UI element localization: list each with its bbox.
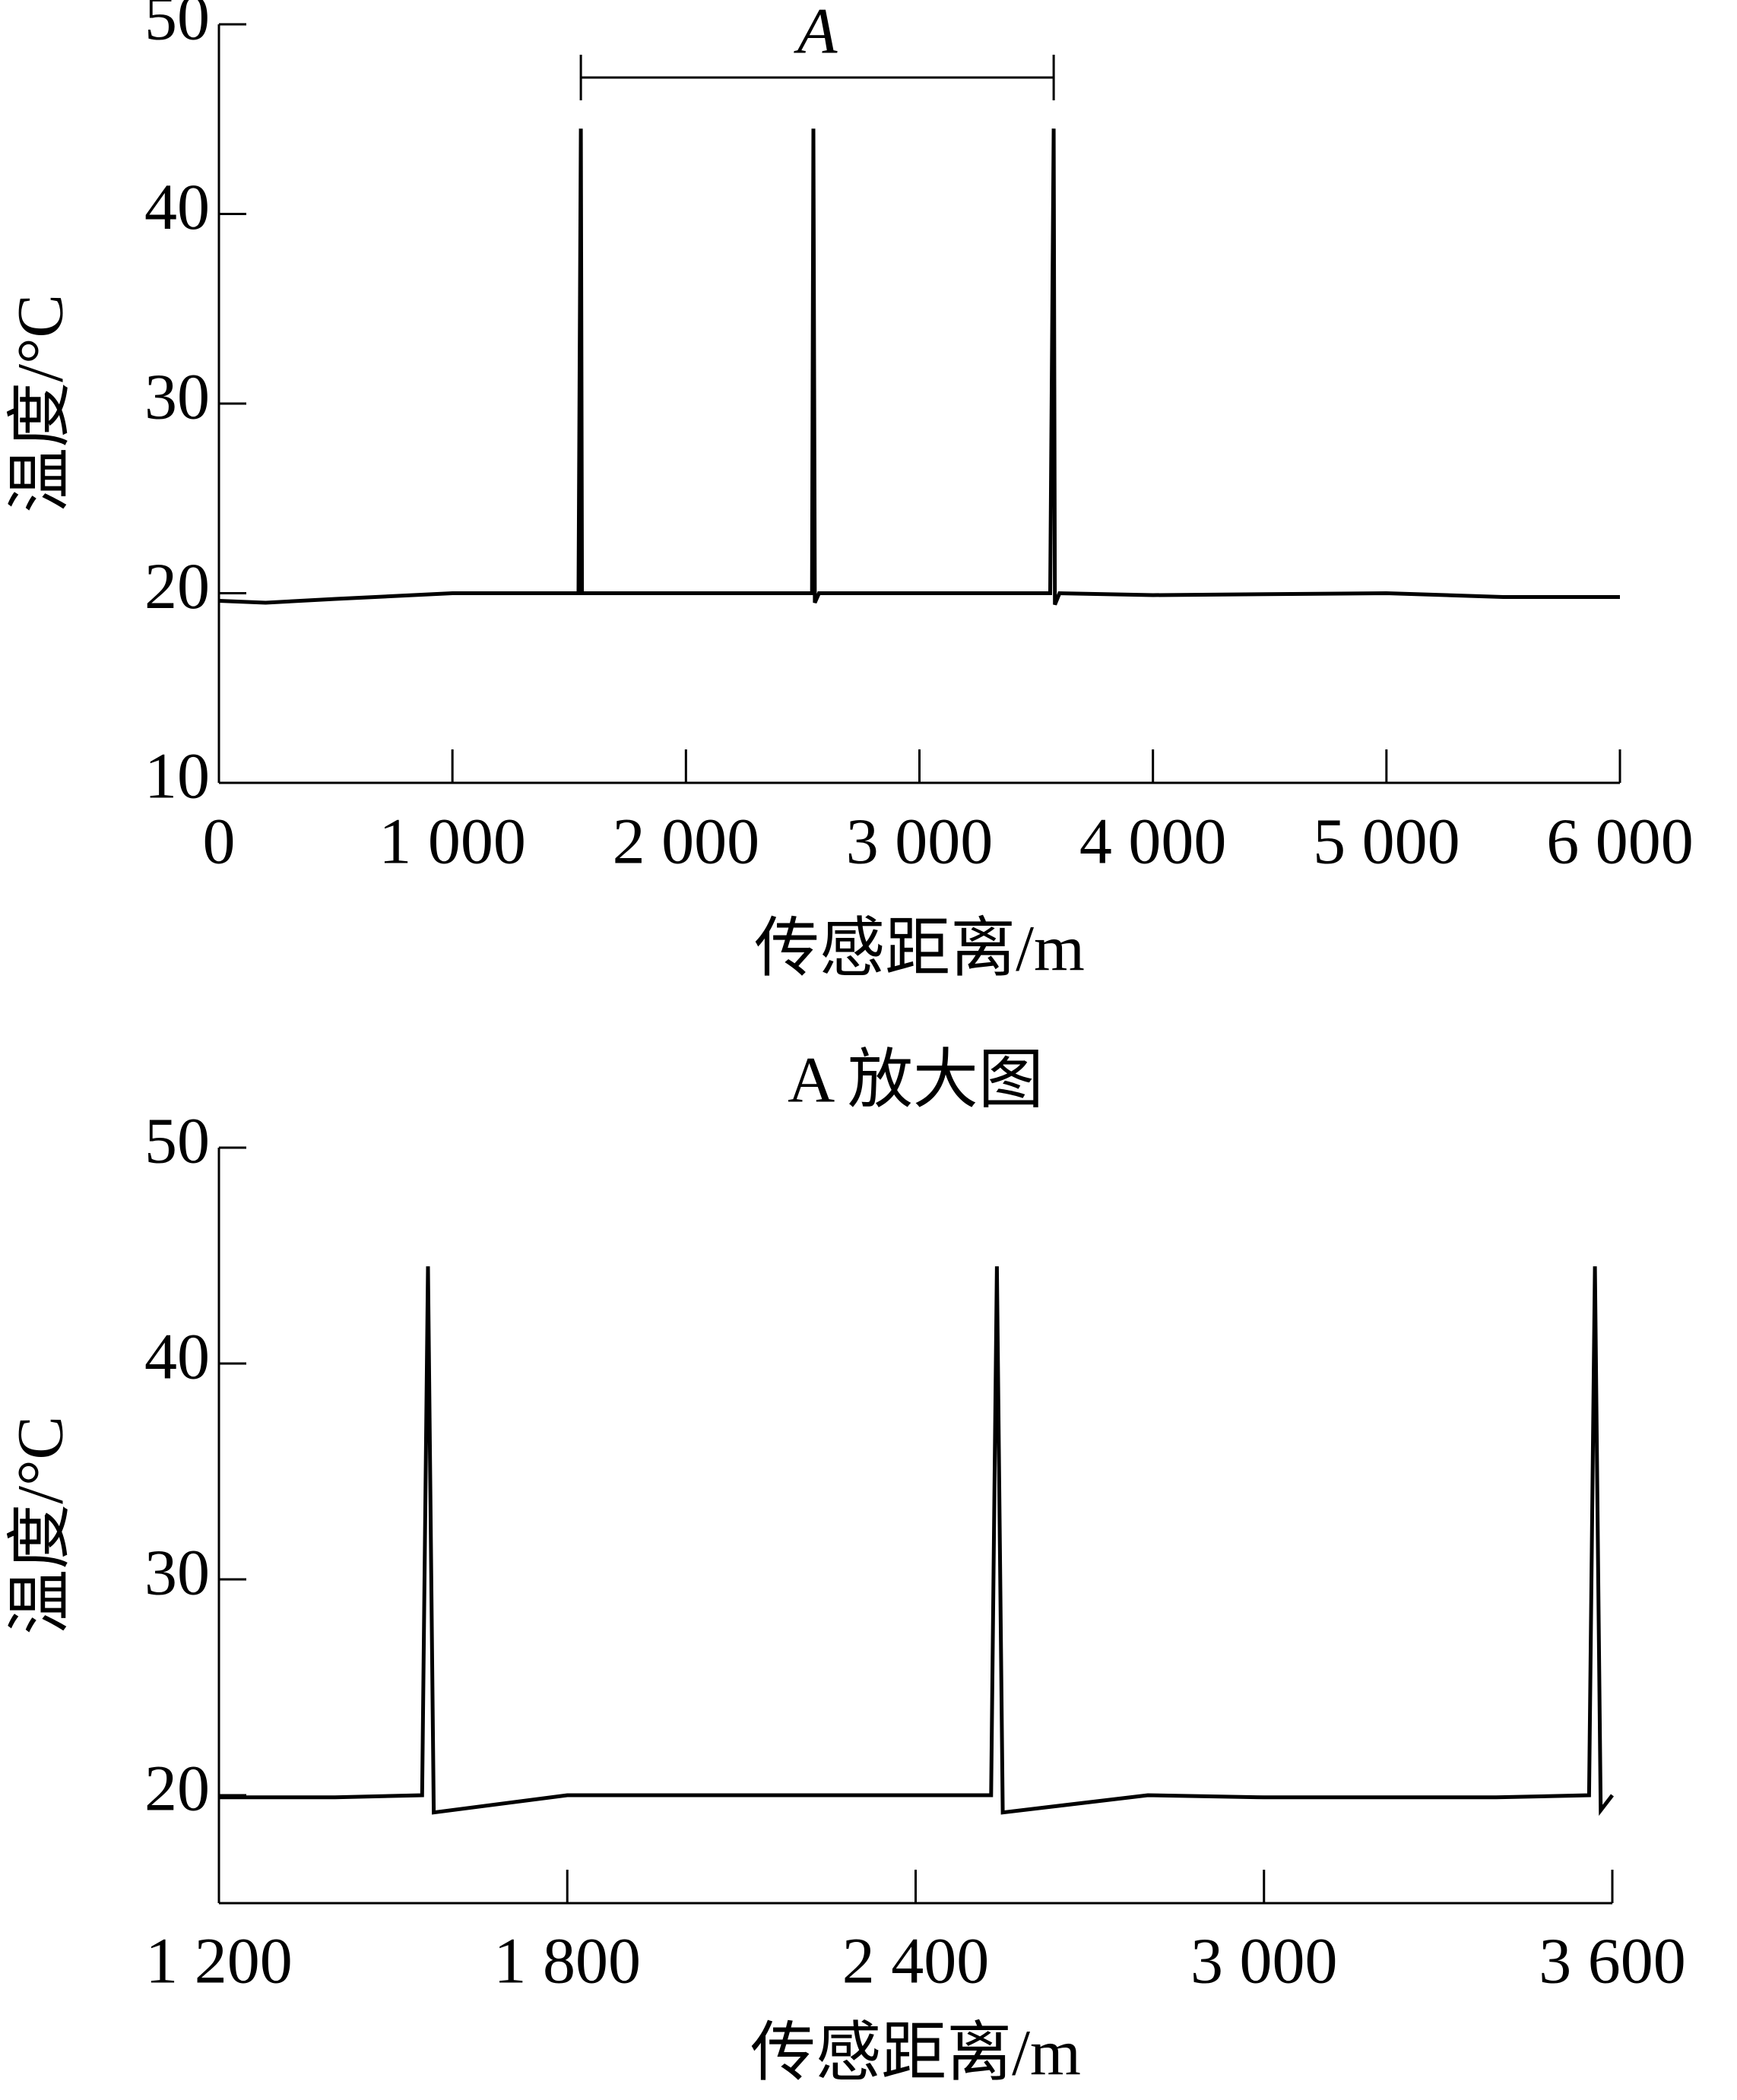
data-line: [219, 1266, 1614, 1817]
chart-title: A 放大图: [788, 1044, 1044, 1117]
x-tick-label: 3 000: [1190, 1924, 1338, 1997]
data-line: [218, 128, 1620, 606]
y-tick-label: 40: [144, 170, 210, 243]
annotation-label: A: [794, 0, 838, 68]
x-tick-label: 2 000: [613, 805, 760, 878]
x-tick-label: 6 000: [1546, 805, 1694, 878]
x-tick-label: 3 000: [846, 805, 994, 878]
y-tick-label: 10: [144, 740, 210, 812]
x-tick-label: 1 000: [379, 805, 526, 878]
y-tick-label: 20: [144, 1752, 210, 1825]
x-tick-label: 1 200: [145, 1924, 293, 1997]
y-tick-label: 50: [144, 1104, 210, 1177]
x-tick-label: 1 800: [494, 1924, 642, 1997]
x-tick-label: 5 000: [1313, 805, 1460, 878]
y-tick-label: 20: [144, 550, 210, 622]
x-tick-label: 2 400: [842, 1924, 990, 1997]
y-tick-label: 30: [144, 1536, 210, 1609]
y-tick-label: 30: [144, 360, 210, 433]
x-tick-label: 4 000: [1079, 805, 1227, 878]
x-tick-label: 0: [203, 805, 236, 878]
y-axis-label: 温度/°C: [4, 294, 77, 513]
y-tick-label: 40: [144, 1320, 210, 1393]
x-axis-label: 传感距离/m: [754, 912, 1085, 985]
y-tick-label: 50: [144, 0, 210, 54]
y-axis-label: 温度/°C: [4, 1416, 77, 1635]
x-axis-label: 传感距离/m: [750, 2016, 1081, 2089]
x-tick-label: 3 600: [1539, 1924, 1686, 1997]
